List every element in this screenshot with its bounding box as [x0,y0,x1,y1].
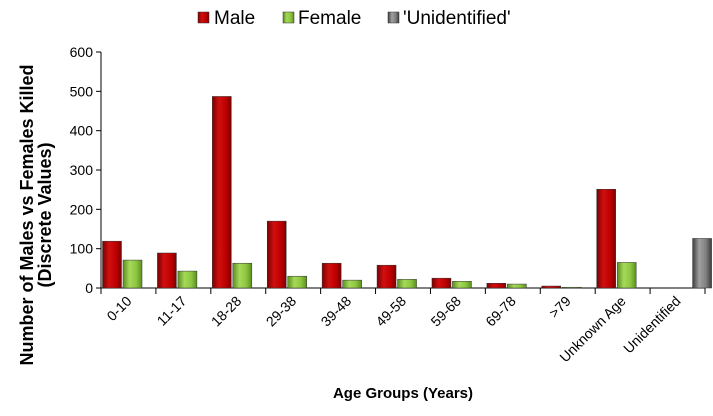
bar-male-0 [102,240,122,289]
legend-label-male: Male [214,8,255,29]
x-axis-title: Age Groups (Years) [333,385,473,402]
bar-female-6 [452,281,472,289]
y-tick-label: 400 [70,123,94,139]
bar-male-8 [541,285,562,289]
x-tick-labels: 0-10 11-17 18-28 29-38 39-48 49-58 59-68 69-78 >… [103,293,683,366]
bar-unidentified-10 [692,238,712,289]
x-tick-label: 11-17 [154,293,190,329]
x-tick-label: 29-38 [263,293,300,330]
legend-label-female: Female [298,8,361,29]
legend-item-male: Male [197,8,255,29]
bar-male-5 [376,264,397,289]
bar-female-0 [122,259,143,289]
bar-male-4 [321,262,342,289]
x-tick-label: 0-10 [103,293,134,324]
legend-item-unidentified: 'Unidentified' [387,8,511,29]
bar-female-9 [616,262,637,289]
y-tick-label: 100 [70,241,94,257]
y-tick-label: 0 [85,280,93,296]
x-tick-label: 39-48 [318,293,355,330]
bar-female-7 [507,283,527,289]
legend-swatch-female [282,11,295,24]
bar-female-2 [232,262,253,289]
legend-swatch-unidentified [387,11,400,24]
bar-female-5 [397,279,417,289]
y-tick-label: 200 [70,201,94,217]
bar-male-9 [596,189,616,289]
x-tick-label: 69-78 [482,293,519,330]
legend: Male Female 'Unidentified' [197,8,511,29]
legend-label-unidentified: 'Unidentified' [403,8,511,29]
bar-female-4 [342,279,362,289]
bar-male-6 [431,277,452,289]
y-axis-title: Number of Males vs Females Killed (Discr… [17,64,55,365]
x-tick-label: Unidentified [620,293,684,357]
bar-female-1 [177,270,198,289]
x-tick-label: 18-28 [208,293,245,330]
bar-male-1 [157,252,177,289]
y-tick-label: 600 [70,44,94,60]
y-tick-label: 300 [70,162,94,178]
bars [102,96,712,289]
bar-male-2 [212,96,232,289]
bar-male-3 [266,220,287,289]
legend-item-female: Female [282,8,361,29]
x-tick-label: 49-58 [372,293,409,330]
legend-swatch-male [197,11,210,24]
bar-male-7 [486,283,507,289]
x-tick-label: >79 [546,293,574,321]
y-tick-labels: 0 100 200 300 400 500 600 [70,44,94,296]
bar-female-8 [562,286,582,289]
x-tick-label: 59-68 [427,293,464,330]
y-axis-title-line2: (Discrete Values) [35,142,55,287]
y-tick-label: 500 [70,83,94,99]
y-axis-title-line1: Number of Males vs Females Killed [17,64,37,365]
bar-female-3 [287,275,307,289]
